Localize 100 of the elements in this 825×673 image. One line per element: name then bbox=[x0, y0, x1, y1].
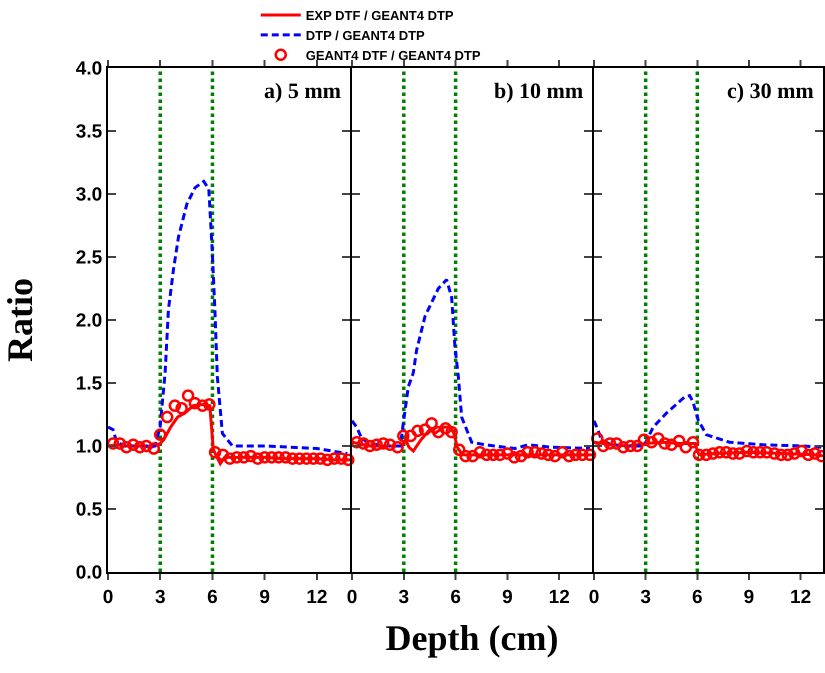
point bbox=[307, 452, 320, 465]
point bbox=[781, 448, 794, 462]
point bbox=[501, 447, 514, 460]
point bbox=[114, 437, 126, 450]
point bbox=[224, 452, 236, 465]
x-tick-label: 3 bbox=[398, 586, 410, 608]
point bbox=[686, 436, 700, 448]
point bbox=[357, 437, 370, 450]
x-tick-label: 0 bbox=[102, 586, 114, 608]
point bbox=[391, 441, 404, 454]
point bbox=[425, 417, 438, 430]
point bbox=[258, 451, 271, 464]
point bbox=[652, 432, 664, 445]
point bbox=[384, 438, 396, 451]
point bbox=[230, 451, 244, 464]
x-axis-title: Depth (cm) bbox=[386, 618, 558, 658]
y-tick-label: 2.0 bbox=[76, 310, 102, 332]
point bbox=[452, 444, 466, 456]
point bbox=[459, 450, 472, 462]
point bbox=[272, 451, 285, 464]
legend-label: GEANT4 DTF / GEANT4 DTP bbox=[306, 48, 481, 63]
point bbox=[740, 444, 754, 458]
point bbox=[774, 448, 788, 462]
point bbox=[251, 452, 264, 465]
point bbox=[134, 441, 146, 454]
point bbox=[672, 434, 686, 448]
point bbox=[658, 437, 672, 450]
point bbox=[314, 452, 327, 465]
point bbox=[808, 447, 822, 460]
point bbox=[645, 436, 658, 448]
point bbox=[321, 454, 334, 466]
point bbox=[439, 422, 452, 435]
point bbox=[700, 448, 713, 462]
point bbox=[760, 446, 773, 459]
point bbox=[300, 452, 313, 465]
x-tick-label: 12 bbox=[548, 586, 570, 608]
point bbox=[364, 440, 376, 452]
point bbox=[175, 402, 188, 414]
point bbox=[404, 430, 417, 442]
point bbox=[286, 452, 299, 465]
point bbox=[795, 444, 808, 458]
y-axis-title: Ratio bbox=[0, 278, 40, 362]
point bbox=[168, 399, 182, 412]
point bbox=[445, 426, 458, 438]
point bbox=[802, 448, 815, 462]
point bbox=[569, 448, 582, 462]
annotation: b) 10 mm bbox=[494, 78, 584, 103]
point bbox=[508, 451, 521, 464]
point bbox=[747, 446, 760, 459]
point bbox=[474, 446, 486, 459]
x-tick-label: 6 bbox=[207, 586, 218, 608]
y-tick-label: 0.5 bbox=[76, 500, 103, 521]
point bbox=[486, 448, 500, 462]
point bbox=[188, 396, 202, 410]
x-tick-label: 0 bbox=[346, 586, 358, 608]
annotation: c) 30 mm bbox=[727, 78, 814, 103]
legend-label: DTP / GEANT4 DTP bbox=[306, 28, 426, 43]
legend-label: EXP DTF / GEANT4 DTP bbox=[306, 8, 454, 24]
y-tick-label: 1.5 bbox=[76, 374, 103, 395]
point bbox=[328, 452, 341, 465]
point bbox=[279, 451, 292, 464]
y-tick-label: 4.0 bbox=[76, 58, 102, 80]
point bbox=[706, 447, 720, 460]
point bbox=[238, 451, 250, 464]
x-tick-label: 0 bbox=[588, 586, 600, 608]
point bbox=[370, 438, 383, 451]
point bbox=[720, 446, 732, 459]
point bbox=[148, 442, 160, 455]
point bbox=[154, 428, 166, 441]
point bbox=[196, 399, 209, 412]
x-tick-label: 12 bbox=[790, 586, 812, 608]
point bbox=[535, 447, 548, 460]
point bbox=[630, 440, 644, 452]
point bbox=[665, 438, 678, 451]
y-tick-label: 3.0 bbox=[76, 184, 102, 206]
point bbox=[713, 446, 726, 459]
point bbox=[788, 447, 801, 460]
point bbox=[597, 440, 610, 452]
x-tick-label: 12 bbox=[306, 586, 328, 608]
point bbox=[244, 450, 258, 462]
point bbox=[208, 446, 222, 459]
point bbox=[377, 437, 390, 450]
point bbox=[528, 446, 542, 459]
point bbox=[140, 440, 153, 452]
point bbox=[106, 437, 120, 450]
point bbox=[542, 448, 555, 462]
point bbox=[397, 430, 410, 442]
point bbox=[293, 452, 306, 465]
point bbox=[576, 448, 589, 462]
x-tick-label: 9 bbox=[502, 586, 513, 608]
point bbox=[466, 450, 479, 462]
point bbox=[265, 451, 278, 464]
point bbox=[562, 450, 576, 462]
point bbox=[342, 454, 355, 466]
y-tick-label: 2.5 bbox=[76, 248, 103, 269]
annotation: a) 5 mm bbox=[264, 78, 341, 103]
point bbox=[604, 437, 616, 450]
point bbox=[182, 389, 194, 402]
point bbox=[480, 448, 493, 462]
y-tick-label: 3.5 bbox=[76, 122, 103, 143]
